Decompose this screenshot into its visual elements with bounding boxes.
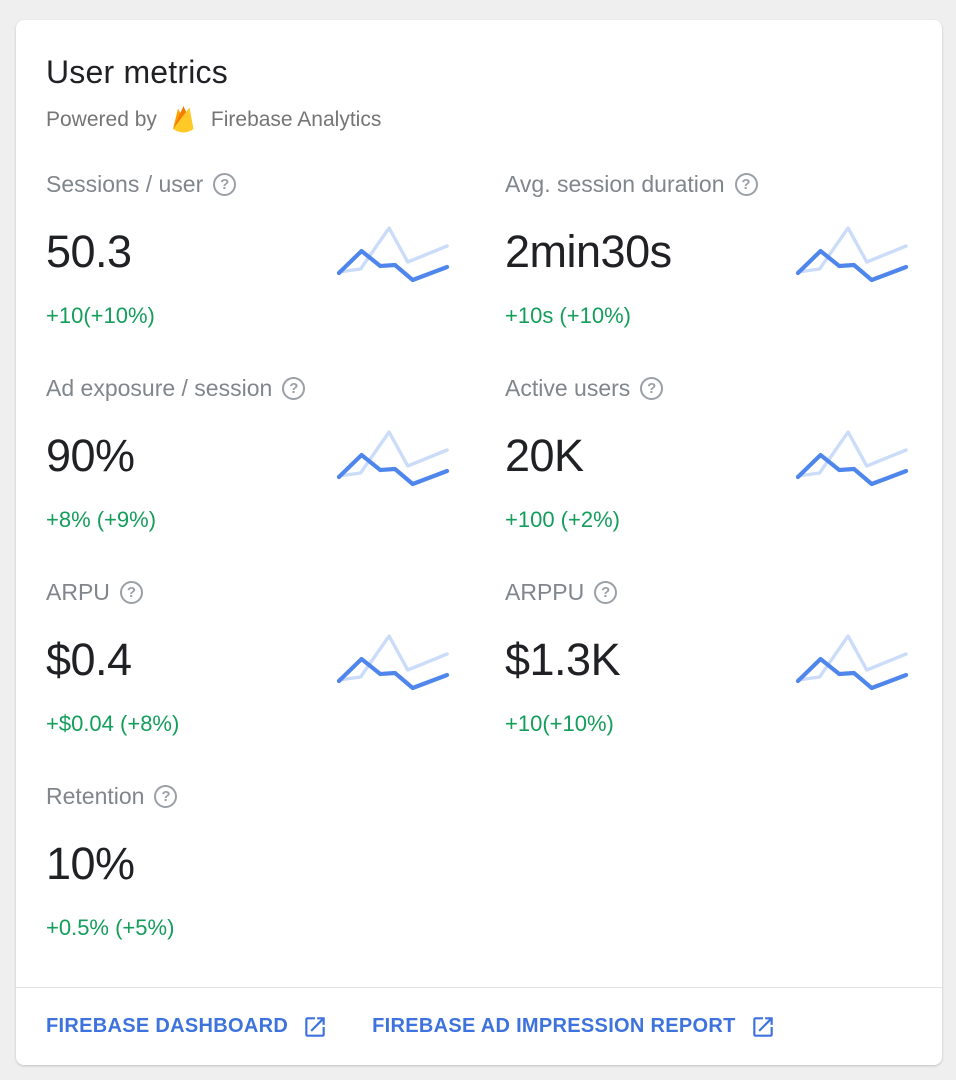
metric-main-row: 10% bbox=[46, 827, 453, 901]
card-header: User metrics Powered by Firebase Analyti… bbox=[16, 20, 942, 135]
help-icon[interactable]: ? bbox=[594, 580, 618, 604]
metric-label: Ad exposure / session bbox=[46, 374, 273, 401]
firebase-ad-impression-report-link[interactable]: FIREBASE AD IMPRESSION REPORT bbox=[372, 1014, 776, 1040]
metric-main-row: 2min30s bbox=[505, 215, 912, 289]
sparkline-current-series bbox=[336, 452, 450, 487]
help-icon[interactable]: ? bbox=[734, 172, 758, 196]
metric-delta: +10(+10%) bbox=[505, 711, 614, 736]
footer: FIREBASE DASHBOARD FIREBASE AD IMPRESSIO… bbox=[16, 988, 942, 1065]
metric-block: Retention ? 10% +0.5% (+5%) bbox=[46, 783, 453, 941]
metric-main-row: 50.3 bbox=[46, 215, 453, 289]
open-in-new-icon bbox=[305, 1016, 325, 1037]
metric-label-row: Ad exposure / session ? bbox=[46, 375, 453, 401]
sparkline-previous-series bbox=[337, 634, 449, 682]
firebase-flame-icon bbox=[169, 105, 199, 135]
help-icon[interactable]: ? bbox=[154, 784, 178, 808]
metric-value: 2min30s bbox=[505, 226, 672, 277]
sparkline-previous-series bbox=[796, 226, 908, 274]
metric-label-row: Retention ? bbox=[46, 783, 453, 809]
metric-value: $0.4 bbox=[46, 634, 132, 685]
sparkline-current-series bbox=[336, 656, 450, 691]
sparkline-current-series bbox=[795, 452, 909, 487]
footer-link-label: FIREBASE AD IMPRESSION REPORT bbox=[372, 1015, 736, 1037]
metric-delta: +10(+10%) bbox=[46, 303, 155, 328]
metric-delta: +10s (+10%) bbox=[505, 303, 631, 328]
metric-value: 50.3 bbox=[46, 226, 132, 277]
sparkline-current-series bbox=[336, 248, 450, 283]
metric-main-row: $1.3K bbox=[505, 623, 912, 697]
page-title: User metrics bbox=[46, 54, 228, 90]
sparkline-previous-series bbox=[796, 634, 908, 682]
powered-by-text: Powered by bbox=[46, 108, 157, 131]
metric-label: Sessions / user bbox=[46, 170, 204, 197]
metric-label: ARPPU bbox=[505, 578, 585, 605]
metric-label-row: Avg. session duration ? bbox=[505, 171, 912, 197]
metric-value: 90% bbox=[46, 430, 135, 481]
footer-link-label: FIREBASE DASHBOARD bbox=[46, 1015, 289, 1037]
metric-delta: +100 (+2%) bbox=[505, 507, 620, 532]
powered-by-line: Powered by Firebase Analytics bbox=[46, 105, 912, 135]
help-icon[interactable]: ? bbox=[213, 172, 237, 196]
metric-block: ARPU ? $0.4 +$0.04 (+8%) bbox=[46, 579, 453, 737]
footer-divider bbox=[16, 987, 942, 988]
user-metrics-card: User metrics Powered by Firebase Analyti… bbox=[16, 20, 942, 1065]
metric-label: Active users bbox=[505, 374, 631, 401]
help-icon[interactable]: ? bbox=[282, 376, 306, 400]
metric-block: ARPPU ? $1.3K +10(+10%) bbox=[505, 579, 912, 737]
metric-block: Active users ? 20K +100 (+2%) bbox=[505, 375, 912, 533]
sparkline-previous-series bbox=[796, 430, 908, 478]
metric-block: Sessions / user ? 50.3 +10(+10%) bbox=[46, 171, 453, 329]
metric-main-row: 90% bbox=[46, 419, 453, 493]
metric-label-row: Active users ? bbox=[505, 375, 912, 401]
metric-value: $1.3K bbox=[505, 634, 621, 685]
metric-value: 20K bbox=[505, 430, 584, 481]
metric-label-row: ARPU ? bbox=[46, 579, 453, 605]
metric-main-row: 20K bbox=[505, 419, 912, 493]
firebase-dashboard-link[interactable]: FIREBASE DASHBOARD bbox=[46, 1014, 328, 1040]
help-icon[interactable]: ? bbox=[119, 580, 143, 604]
sparkline-chart bbox=[336, 634, 450, 691]
metric-delta: +8% (+9%) bbox=[46, 507, 157, 532]
metric-label: ARPU bbox=[46, 578, 110, 605]
metric-main-row: $0.4 bbox=[46, 623, 453, 697]
sparkline-current-series bbox=[795, 248, 909, 283]
metric-label-row: Sessions / user ? bbox=[46, 171, 453, 197]
sparkline-chart bbox=[336, 430, 450, 487]
sparkline-previous-series bbox=[337, 226, 449, 274]
sparkline-current-series bbox=[795, 656, 909, 691]
metric-delta: +$0.04 (+8%) bbox=[46, 711, 180, 736]
metric-value: 10% bbox=[46, 838, 135, 889]
sparkline-chart bbox=[336, 226, 450, 283]
metric-block: Ad exposure / session ? 90% +8% (+9%) bbox=[46, 375, 453, 533]
sparkline-chart bbox=[795, 226, 909, 283]
metric-delta: +0.5% (+5%) bbox=[46, 915, 175, 940]
help-icon[interactable]: ? bbox=[640, 376, 664, 400]
metrics-grid: Sessions / user ? 50.3 +10(+10%) Avg. se… bbox=[16, 135, 942, 987]
sparkline-previous-series bbox=[337, 430, 449, 478]
metric-label: Retention bbox=[46, 782, 145, 809]
sparkline-chart bbox=[795, 430, 909, 487]
metric-label: Avg. session duration bbox=[505, 170, 725, 197]
open-in-new-icon bbox=[752, 1016, 773, 1037]
powered-by-product: Firebase Analytics bbox=[210, 108, 382, 131]
metric-block: Avg. session duration ? 2min30s +10s (+1… bbox=[505, 171, 912, 329]
sparkline-chart bbox=[795, 634, 909, 691]
metric-label-row: ARPPU ? bbox=[505, 579, 912, 605]
